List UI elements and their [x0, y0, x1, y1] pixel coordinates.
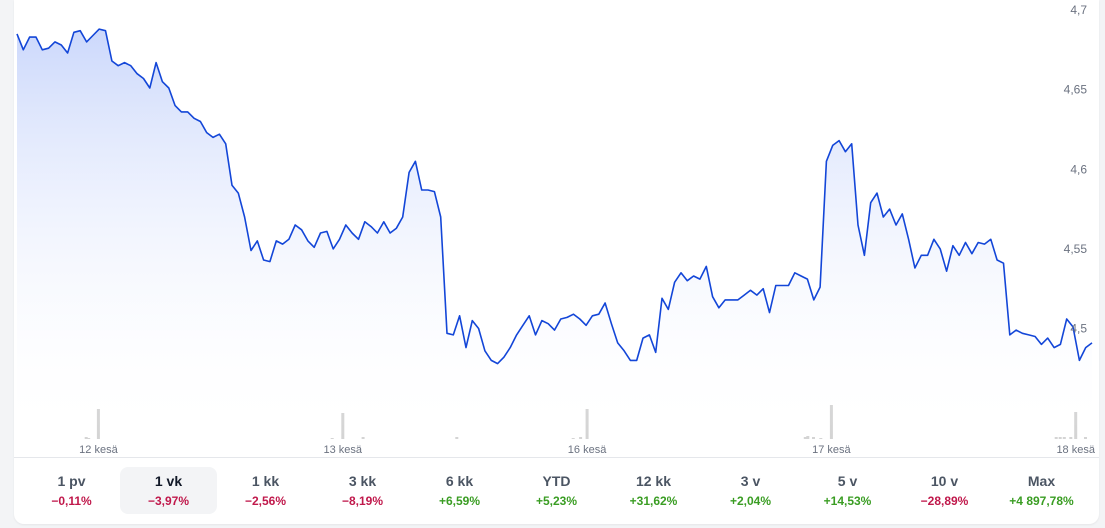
period-selector: 1 pv −0,11% 1 vk −3,97% 1 kk −2,56% 3 kk…	[14, 457, 1099, 523]
period-change: +14,53%	[823, 494, 872, 508]
period-change: +5,23%	[535, 494, 578, 508]
x-tick-label: 18 kesä	[1056, 444, 1095, 456]
x-tick-label: 12 kesä	[79, 444, 118, 456]
period-change: +4 897,78%	[1009, 494, 1074, 508]
period-change: −0,11%	[51, 494, 92, 508]
period-change: −8,19%	[341, 494, 384, 508]
period-label: 5 v	[837, 473, 858, 489]
period-1-pv-button[interactable]: 1 pv −0,11%	[23, 467, 120, 514]
period-label: 1 vk	[154, 473, 183, 489]
period-change: +6,59%	[438, 494, 481, 508]
price-chart[interactable]: 4,74,654,64,554,5 12 kesä 13 kesä 16 kesä 1…	[0, 0, 1105, 460]
y-tick-label: 4,6	[1070, 162, 1087, 176]
period-label: 1 kk	[251, 473, 280, 489]
period-label: 10 v	[930, 473, 959, 489]
period-12-kk-button[interactable]: 12 kk +31,62%	[605, 467, 702, 514]
y-tick-label: 4,55	[1064, 242, 1088, 256]
period-label: YTD	[542, 473, 571, 489]
period-1-vk-button[interactable]: 1 vk −3,97%	[120, 467, 217, 514]
period-3-kk-button[interactable]: 3 kk −8,19%	[314, 467, 411, 514]
period-label: 6 kk	[445, 473, 474, 489]
y-tick-label: 4,5	[1070, 322, 1087, 336]
period-1-kk-button[interactable]: 1 kk −2,56%	[217, 467, 314, 514]
period-max-button[interactable]: Max +4 897,78%	[993, 467, 1090, 514]
period-10-v-button[interactable]: 10 v −28,89%	[896, 467, 993, 514]
period-label: 3 v	[740, 473, 761, 489]
y-axis: 4,7 4,65 4,6 4,55 4,5	[1064, 3, 1088, 336]
period-3-v-button[interactable]: 3 v +2,04%	[702, 467, 799, 514]
period-change: +2,04%	[729, 494, 772, 508]
period-6-kk-button[interactable]: 6 kk +6,59%	[411, 467, 508, 514]
period-change: +31,62%	[629, 494, 678, 508]
y-tick-label: 4,65	[1064, 83, 1088, 97]
period-change: −2,56%	[244, 494, 287, 508]
x-tick-label: 16 kesä	[568, 444, 607, 456]
y-tick-label: 4,7	[1070, 3, 1087, 17]
period-change: −3,97%	[147, 494, 190, 508]
period-5-v-button[interactable]: 5 v +14,53%	[799, 467, 896, 514]
period-label: 3 kk	[348, 473, 377, 489]
period-label: 12 kk	[635, 473, 672, 489]
x-tick-label: 13 kesä	[323, 444, 362, 456]
x-tick-label: 17 kesä	[812, 444, 851, 456]
period-change: −28,89%	[920, 494, 969, 508]
period-ytd-button[interactable]: YTD +5,23%	[508, 467, 605, 514]
period-label: Max	[1027, 473, 1056, 489]
period-label: 1 pv	[57, 473, 86, 489]
x-axis: 12 kesä 13 kesä 16 kesä 17 kesä 18 kesä	[79, 444, 1096, 456]
price-area-fill	[17, 29, 1092, 440]
price-line	[16, 28, 1093, 365]
